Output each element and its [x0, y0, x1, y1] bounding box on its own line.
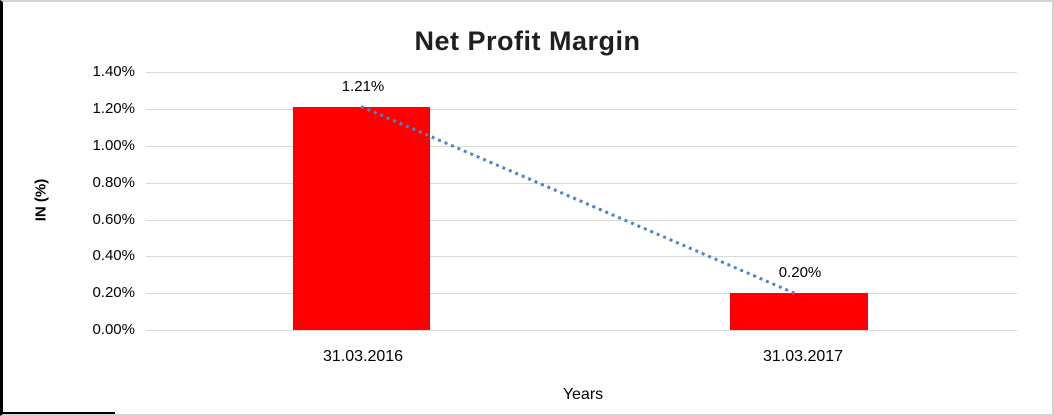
chart-title: Net Profit Margin: [414, 26, 641, 56]
x-axis-title: Years: [562, 386, 604, 403]
gridline: [146, 183, 1017, 184]
y-tick-label: 1.00%: [92, 137, 135, 154]
gridline: [146, 109, 1017, 110]
y-tick-label: 1.40%: [92, 63, 135, 80]
data-label-2016: 1.21%: [341, 78, 385, 95]
y-tick-label: 0.60%: [92, 211, 135, 228]
data-label-2017: 0.20%: [778, 264, 822, 281]
window-edge-strip: [3, 412, 115, 414]
gridline: [146, 146, 1017, 147]
gridline: [146, 293, 1017, 294]
gridline: [146, 330, 1017, 331]
bar-31-03-2016: [293, 107, 430, 330]
y-tick-label: 0.00%: [92, 321, 135, 338]
gridline: [146, 256, 1017, 257]
bar-31-03-2017: [730, 293, 868, 330]
y-axis-title: IN (%): [32, 178, 50, 222]
y-tick-label: 0.40%: [92, 247, 135, 264]
y-tick-label: 1.20%: [92, 100, 135, 117]
x-category-label-2017: 31.03.2017: [762, 348, 844, 365]
gridline: [146, 220, 1017, 221]
y-tick-label: 0.80%: [92, 174, 135, 191]
gridline: [146, 72, 1017, 73]
x-category-label-2016: 31.03.2016: [322, 348, 404, 365]
y-tick-label: 0.20%: [92, 284, 135, 301]
